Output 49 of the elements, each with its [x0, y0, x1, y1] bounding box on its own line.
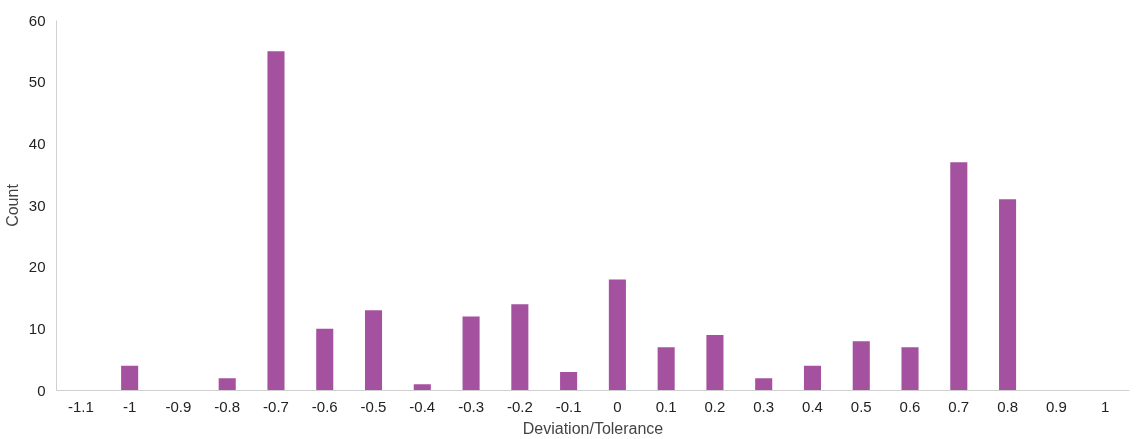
- x-axis-title: Deviation/Tolerance: [522, 419, 664, 437]
- x-tick-label: -1.1: [67, 397, 94, 415]
- x-tick-label: -0.8: [214, 397, 241, 415]
- bar: [316, 328, 334, 391]
- x-tick-label: 1: [1100, 397, 1110, 415]
- x-tick-label: -0.9: [165, 397, 192, 415]
- x-tick-label: -0.6: [311, 397, 338, 415]
- bar: [121, 365, 139, 391]
- bar: [267, 51, 285, 391]
- x-tick-label: -0.1: [555, 397, 582, 415]
- y-tick-label: 0: [37, 381, 46, 399]
- x-tick-label: 0.5: [850, 397, 872, 415]
- bar: [901, 347, 919, 391]
- y-axis-title: Count: [3, 183, 21, 227]
- bar: [218, 378, 236, 391]
- bar: [462, 316, 480, 391]
- x-tick-label: 0.7: [948, 397, 970, 415]
- x-tick-label: -0.7: [263, 397, 289, 415]
- bar: [999, 199, 1017, 391]
- bar: [511, 304, 529, 391]
- y-tick-label: 20: [28, 258, 46, 276]
- bar: [413, 384, 431, 391]
- x-tick-label: 0.2: [704, 397, 726, 415]
- x-tick-label: 0.3: [753, 397, 775, 415]
- y-tick-label: 60: [28, 11, 46, 29]
- y-tick-label: 50: [28, 73, 46, 91]
- x-tick-label: -1: [122, 397, 137, 415]
- bar: [950, 162, 968, 391]
- bar: [755, 378, 773, 391]
- bar: [852, 341, 870, 391]
- bar: [803, 365, 822, 391]
- x-tick-label: 0.8: [997, 397, 1018, 415]
- x-tick-label: 0: [613, 397, 622, 415]
- x-tick-label: -0.4: [409, 397, 436, 415]
- x-tick-label: 0.1: [655, 397, 677, 415]
- x-tick-label: 0.4: [802, 397, 823, 415]
- bar: [608, 279, 626, 391]
- x-tick-label: -0.3: [458, 397, 484, 415]
- bar: [706, 335, 724, 391]
- bar: [364, 310, 383, 391]
- y-tick-label: 40: [28, 134, 46, 152]
- x-tick-label: -0.5: [360, 397, 387, 415]
- y-tick-label: 30: [28, 196, 46, 214]
- y-tick-label: 10: [28, 319, 46, 337]
- x-tick-label: 0.9: [1045, 397, 1067, 415]
- bar: [657, 347, 675, 391]
- x-tick-label: -0.2: [506, 397, 533, 415]
- x-tick-label: 0.6: [899, 397, 921, 415]
- bar: [560, 372, 578, 391]
